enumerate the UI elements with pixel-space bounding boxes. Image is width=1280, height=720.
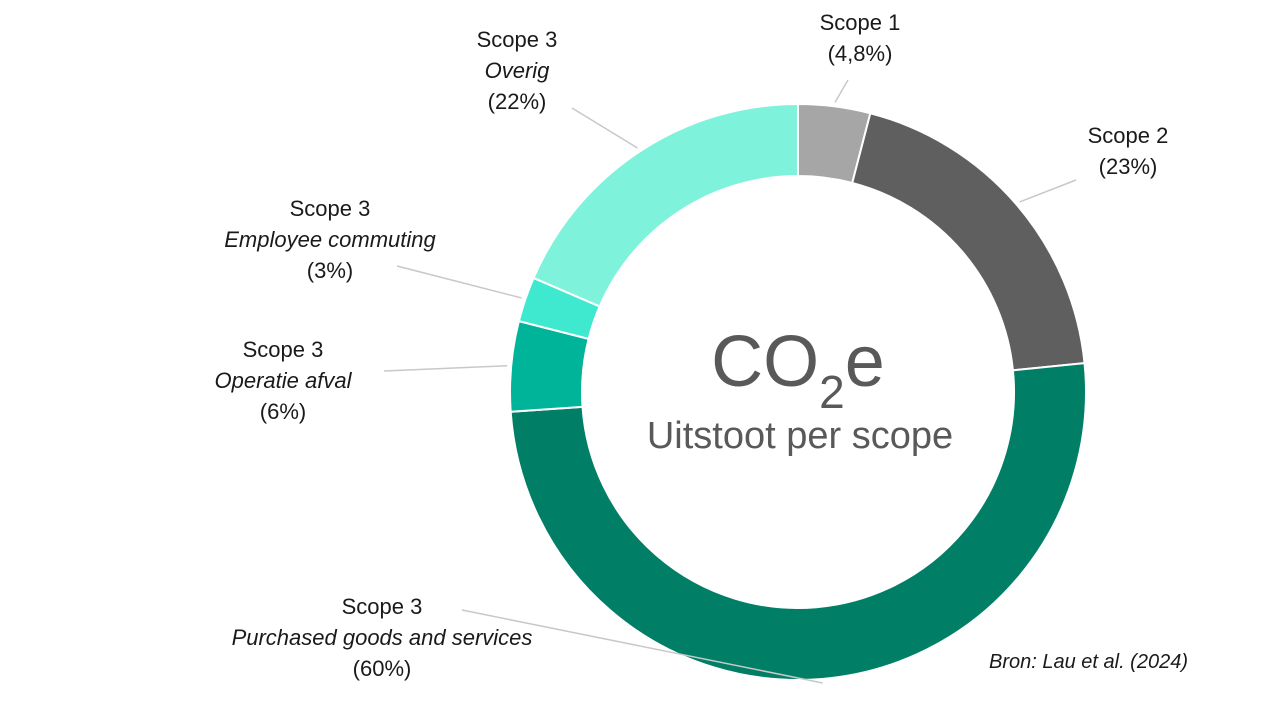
leader-line-5 (396, 265, 522, 299)
leader-line-2 (1019, 179, 1077, 203)
slice-category-label: Purchased goods and services (232, 625, 533, 650)
slice-label-6: Scope 3 Overig (22%) (477, 27, 558, 114)
slice-scope-label: Scope 3 (290, 196, 371, 221)
slice-value-label: (4,8%) (828, 41, 893, 66)
slice-value-label: (6%) (260, 399, 306, 424)
slice-value-label: (3%) (307, 258, 353, 283)
source-note: Bron: Lau et al. (2024) (989, 651, 1188, 673)
slice-value-label: (22%) (488, 89, 547, 114)
slice-scope-label: Scope 2 (1088, 123, 1169, 148)
center-subtitle: Uitstoot per scope (647, 415, 953, 457)
slice-value-label: (60%) (353, 656, 412, 681)
slice-scope-label: Scope 1 (820, 10, 901, 35)
slice-label-2: Scope 2 (23%) (1088, 123, 1169, 179)
donut-slice-2 (851, 112, 1086, 372)
leader-lines (383, 79, 1077, 684)
leader-line-4 (383, 365, 508, 372)
donut-slice-6 (532, 102, 799, 308)
slice-labels: Scope 1 (4,8%) Scope 2 (23%) Scope 3 Purchase… (215, 10, 1169, 681)
slice-category-label: Employee commuting (224, 227, 436, 252)
slice-label-1: Scope 1 (4,8%) (820, 10, 901, 66)
leader-line-1 (834, 79, 849, 103)
slice-scope-label: Scope 3 (342, 594, 423, 619)
center-title-subscript: 2 (819, 366, 845, 418)
slice-scope-label: Scope 3 (477, 27, 558, 52)
slice-scope-label: Scope 3 (243, 337, 324, 362)
slice-value-label: (23%) (1099, 154, 1158, 179)
slice-label-5: Scope 3 Employee commuting (3%) (224, 196, 436, 283)
center-title: CO2e (711, 322, 885, 418)
slice-label-4: Scope 3 Operatie afval (6%) (215, 337, 353, 424)
donut-slice-3 (509, 362, 1087, 681)
leader-line-6 (571, 107, 638, 149)
slice-label-3: Scope 3 Purchased goods and services (60%) (232, 594, 533, 681)
slice-category-label: Overig (485, 58, 551, 83)
leader-line-3 (461, 609, 823, 684)
donut-slices (509, 102, 1087, 681)
slice-category-label: Operatie afval (215, 368, 353, 393)
